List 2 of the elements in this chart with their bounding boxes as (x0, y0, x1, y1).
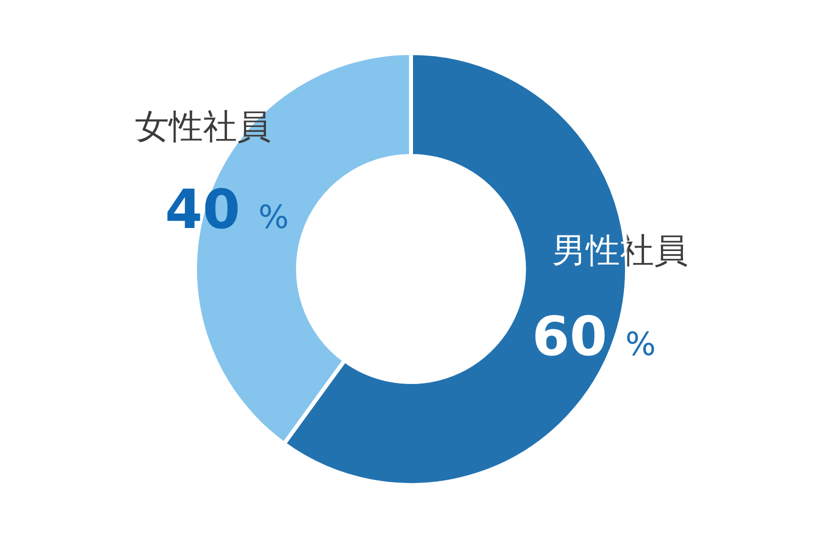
data-label: 60 % (532, 305, 656, 368)
data-label: 40 % (165, 178, 289, 241)
